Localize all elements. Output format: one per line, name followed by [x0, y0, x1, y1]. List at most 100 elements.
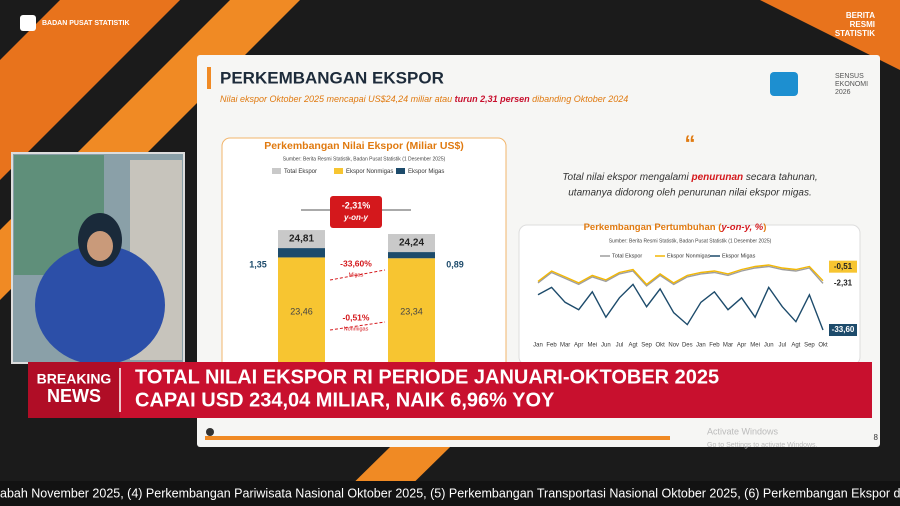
migas-label: 0,89 [446, 259, 464, 269]
x-tick-label: Feb [546, 343, 557, 349]
x-tick-label: Jul [616, 343, 624, 349]
x-tick-label: Jun [601, 343, 611, 349]
change-value: -2,31% [342, 200, 371, 210]
line-source: Sumber: Berita Resmi Statistik, Badan Pu… [609, 238, 772, 244]
corner-text: BERITA [846, 11, 875, 20]
stripe [0, 0, 180, 180]
slide-footer-icon [206, 428, 214, 436]
end-label-box [829, 277, 857, 290]
change-arrow [329, 321, 386, 331]
title-accent [207, 67, 211, 89]
banner-tag: NEWS [47, 386, 101, 406]
census-text: 2026 [835, 89, 851, 96]
change-arrow [329, 269, 386, 281]
x-tick-label: Sep [804, 343, 815, 349]
banner-headline: CAPAI USD 234,04 MILIAR, NAIK 6,96% YOY [135, 389, 555, 411]
line-title-part: Perkembangan Pertumbuhan ( [584, 222, 723, 233]
change-note: Migas [349, 272, 364, 278]
change-box [330, 196, 382, 228]
line-title: Perkembangan Pertumbuhan (y-on-y, %) [584, 222, 767, 233]
slide-subtitle: Nilai ekspor Oktober 2025 mencapai US$24… [220, 94, 628, 104]
x-tick-label: Apr [737, 343, 746, 349]
banner-headline: TOTAL NILAI EKSPOR RI PERIODE JANUARI-OK… [135, 366, 719, 388]
quote-mark: “ [685, 131, 696, 156]
end-label: -0,51 [834, 262, 853, 271]
legend-label: Ekspor Migas [722, 253, 756, 259]
x-tick-label: Mar [560, 343, 570, 349]
bar-plot [278, 230, 435, 362]
bar-legend: Total Ekspor Ekspor Nonmigas Ekspor Migas [272, 168, 444, 175]
bar-nonmigas [388, 258, 435, 362]
presenter-body [35, 245, 165, 365]
quote-line: utamanya didorong oleh penurunan nilai e… [568, 188, 812, 199]
x-tick-label: Mar [723, 343, 733, 349]
logo-text: BADAN PUSAT STATISTIK [42, 20, 130, 27]
activate-hint: Go to Settings to activate Windows. [707, 442, 818, 449]
nonmigas-label: 23,34 [400, 306, 423, 316]
end-label: -2,31 [834, 278, 853, 287]
quote-part: penurunan [690, 172, 743, 183]
legend-label: Ekspor Nonmigas [346, 169, 393, 175]
banner-tag-bg [28, 362, 120, 418]
logo-icon [20, 15, 36, 31]
bar-nonmigas [278, 257, 325, 362]
legend-label: Total Ekspor [612, 253, 642, 259]
webcam [11, 152, 185, 365]
bar-total [388, 234, 435, 253]
ticker-bg [0, 481, 900, 506]
nonmigas-label: 23,46 [290, 306, 313, 316]
subtitle-part: dibanding Oktober 2024 [530, 94, 629, 104]
series-line [537, 264, 824, 286]
x-tick-label: Des [682, 343, 693, 349]
bar-total [278, 230, 325, 249]
activate-text: Activate Windows [707, 426, 779, 436]
change-value: -33,60% [340, 258, 372, 268]
bar-migas [388, 252, 435, 259]
x-tick-label: Mei [750, 343, 760, 349]
change-note: y-on-y [343, 213, 369, 222]
census-logo [770, 72, 798, 96]
legend-swatch [272, 168, 281, 174]
x-tick-label: Agt [791, 343, 800, 349]
x-tick-label: Apr [574, 343, 583, 349]
presenter-face [87, 231, 113, 261]
end-label: -33,60 [832, 325, 855, 334]
x-tick-label: Jul [778, 343, 786, 349]
x-tick-label: Okt [818, 343, 828, 349]
end-label-box [829, 260, 857, 273]
corner-text: RESMI [850, 20, 875, 29]
x-tick-label: Mei [587, 343, 597, 349]
x-tick-label: Nov [668, 343, 679, 349]
subtitle-part: Nilai ekspor Oktober 2025 mencapai US$24… [220, 94, 455, 104]
change-total: -2,31% y-on-y [301, 196, 411, 228]
x-tick-label: Sep [641, 343, 652, 349]
corner-text: STATISTIK [835, 29, 875, 38]
legend-label: Total Ekspor [284, 169, 317, 175]
change-note: Nonmigas [344, 326, 369, 332]
line-title-part: y-on-y, % [720, 222, 763, 233]
slide-footer-bar [205, 436, 670, 440]
bar-title: Perkembangan Nilai Ekspor (Miliar US$) [264, 140, 464, 152]
census-text: EKONOMI [835, 81, 868, 88]
total-label: 24,81 [289, 234, 314, 245]
line-title-part: ) [763, 222, 766, 233]
total-label: 24,24 [399, 238, 424, 249]
series-line [537, 265, 824, 287]
change-value: -0,51% [343, 312, 370, 322]
banner-tag: BREAKING [37, 371, 112, 387]
banner: BREAKING NEWS TOTAL NILAI EKSPOR RI PERI… [28, 362, 872, 418]
ticker-text: abah November 2025, (4) Perkembangan Par… [0, 486, 900, 500]
x-tick-label: Okt [655, 343, 665, 349]
legend-swatch [396, 168, 405, 174]
quote-line: Total nilai ekspor mengalami penurunan s… [562, 172, 817, 183]
page-number: 8 [874, 433, 879, 442]
bar-source: Sumber: Berita Resmi Statistik, Badan Pu… [283, 156, 446, 162]
legend-label: Ekspor Migas [408, 169, 444, 175]
x-tick-label: Jan [533, 343, 543, 349]
banner-bg [28, 362, 872, 418]
series-line [537, 283, 824, 331]
end-label-box [829, 324, 857, 336]
legend-swatch [334, 168, 343, 174]
x-tick-label: Jun [764, 343, 774, 349]
